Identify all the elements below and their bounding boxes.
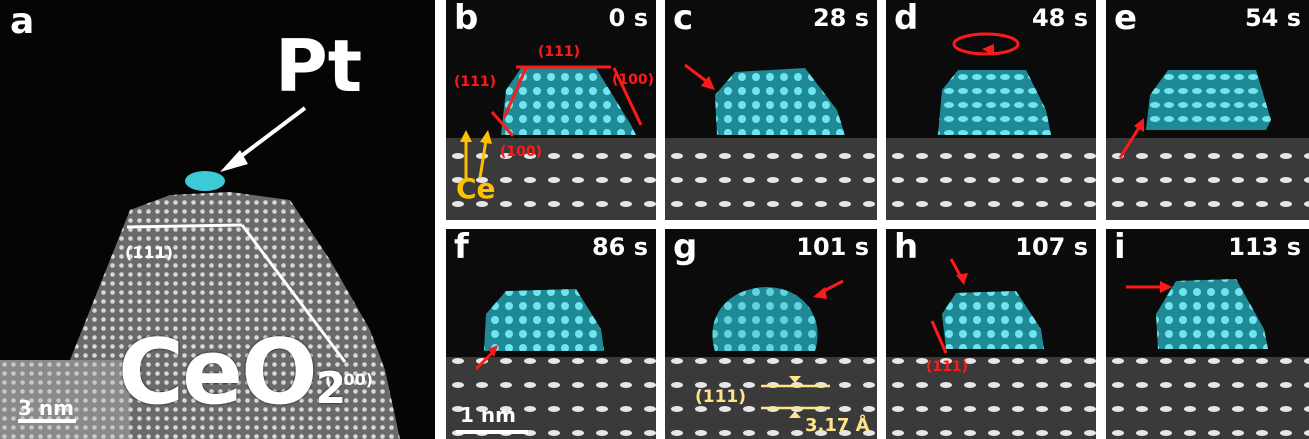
panel-d-image — [886, 0, 1096, 220]
rotation-arrow — [952, 32, 1020, 56]
ceo2-main: CeO — [118, 320, 318, 425]
ceo2-crystal-image — [0, 0, 435, 439]
panel-f: f 86 s 1 nm — [446, 229, 656, 439]
ceo2-label: CeO2 — [118, 320, 347, 425]
facet-g: (111) — [695, 387, 747, 407]
panel-c: c 28 s — [665, 0, 877, 220]
scalebar-a-label: 3 nm — [18, 396, 74, 420]
panel-g: g 101 s (111) 3.17 Å — [665, 229, 877, 439]
spacing-g: 3.17 Å — [805, 415, 870, 436]
time-label-c: 28 s — [812, 4, 869, 32]
facet-label-100: (100) — [325, 370, 374, 389]
panel-label-a: a — [10, 1, 35, 42]
panel-h: h 107 s (111) — [886, 229, 1096, 439]
panel-label-e: e — [1114, 0, 1138, 38]
facet-b-right: (100) — [612, 72, 655, 88]
time-label-f: 86 s — [591, 233, 648, 261]
pt-label: Pt — [275, 24, 363, 108]
panel-i: i 113 s — [1106, 229, 1309, 439]
panel-label-g: g — [673, 229, 698, 267]
facet-h: (111) — [926, 359, 969, 375]
ce-label: Ce — [456, 172, 496, 205]
pt-cluster — [185, 171, 225, 191]
panel-d: d 48 s — [886, 0, 1096, 220]
panel-a: a Pt (111) (100) CeO2 3 nm — [0, 0, 435, 439]
time-label-b: 0 s — [608, 4, 648, 32]
panel-label-f: f — [454, 229, 469, 267]
time-label-i: 113 s — [1228, 233, 1301, 261]
panel-g-image — [665, 229, 877, 439]
facet-label-111: (111) — [125, 243, 174, 262]
panel-label-c: c — [673, 0, 694, 38]
facet-b-top: (111) — [538, 44, 581, 60]
panel-label-b: b — [454, 0, 479, 38]
panel-e-image — [1106, 0, 1309, 220]
panel-label-h: h — [894, 229, 919, 267]
panel-h-image — [886, 229, 1096, 439]
panel-c-image — [665, 0, 877, 220]
time-label-h: 107 s — [1015, 233, 1088, 261]
facet-b-left: (111) — [454, 74, 497, 90]
time-label-d: 48 s — [1031, 4, 1088, 32]
panel-label-d: d — [894, 0, 919, 38]
ceo2-subscript: 2 — [315, 363, 347, 414]
time-label-g: 101 s — [796, 233, 869, 261]
scalebar-f-label: 1 nm — [460, 403, 516, 427]
panel-b-image — [446, 0, 656, 220]
panel-f-image — [446, 229, 656, 439]
time-label-e: 54 s — [1244, 4, 1301, 32]
facet-b-bottom: (100) — [500, 144, 543, 160]
panel-label-i: i — [1114, 229, 1126, 267]
panel-b: b 0 s (111) (111) (100) (100) Ce — [446, 0, 656, 220]
panel-e: e 54 s — [1106, 0, 1309, 220]
panel-i-image — [1106, 229, 1309, 439]
